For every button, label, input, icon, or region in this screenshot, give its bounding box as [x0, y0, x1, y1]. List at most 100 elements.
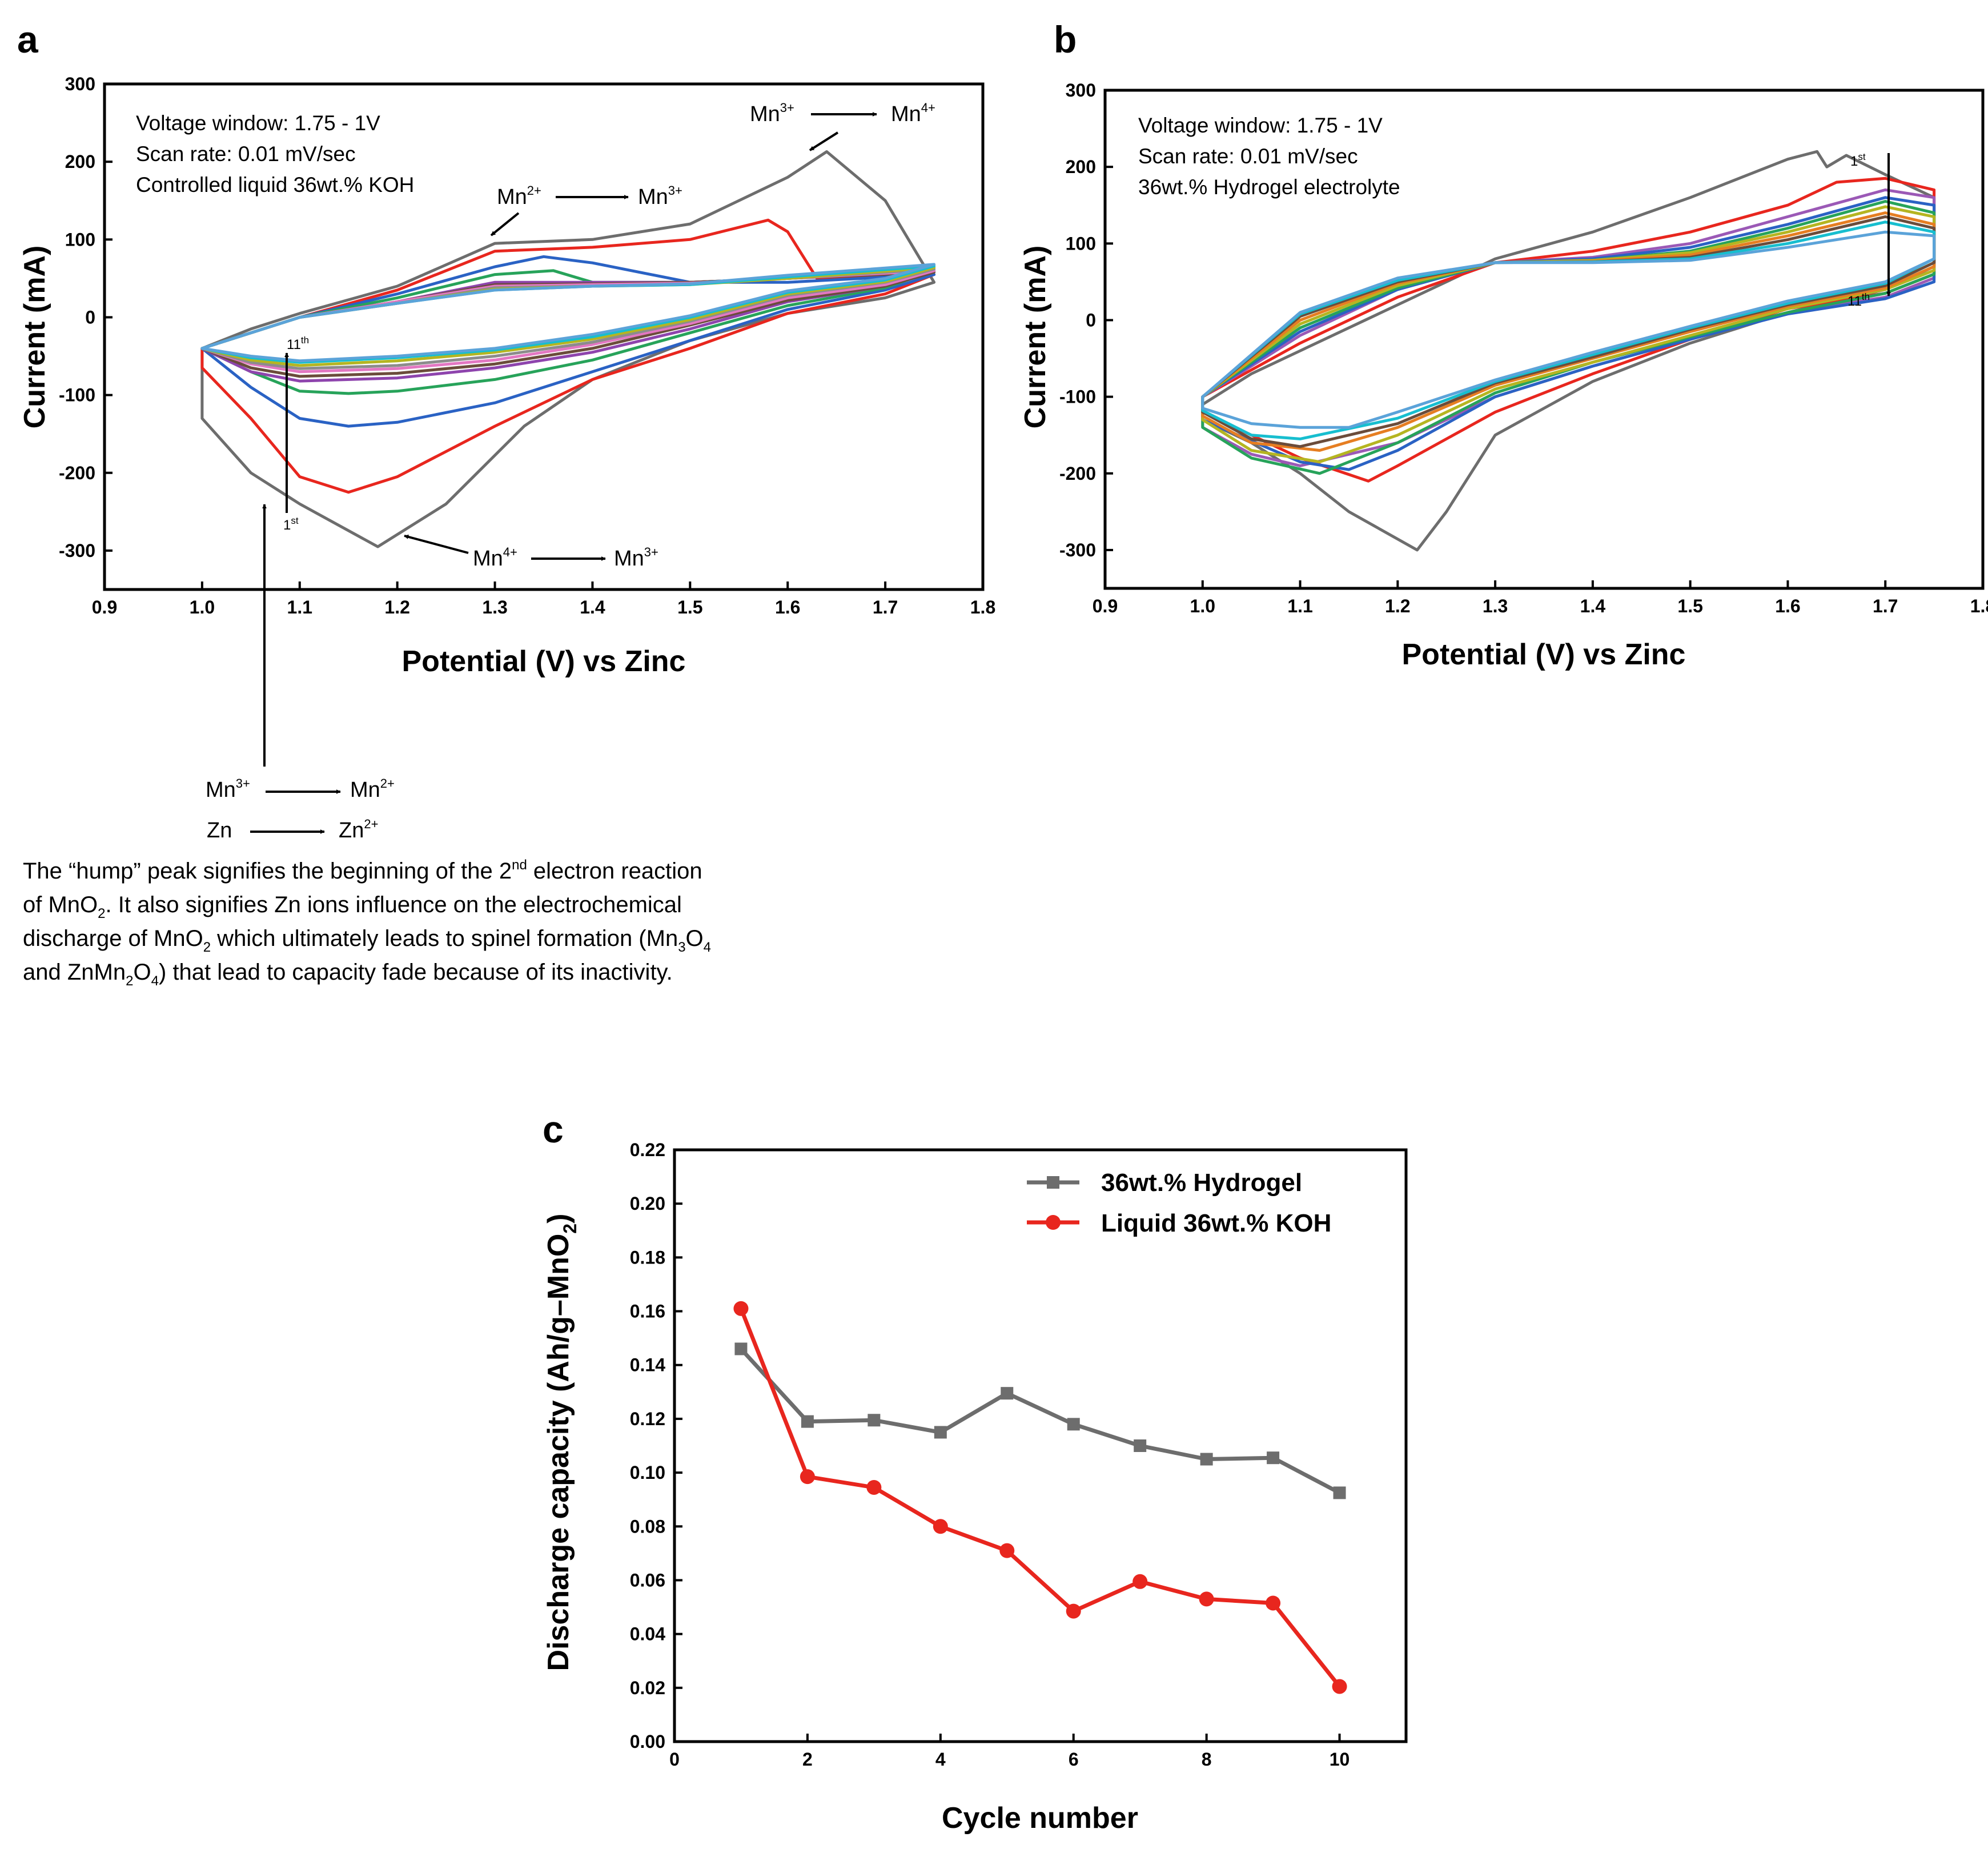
caption-text: discharge of MnO [23, 926, 203, 951]
svg-text:1st: 1st [1850, 151, 1866, 169]
ylabel-sub: 2 [560, 1224, 580, 1234]
y-tick-label: -200 [59, 463, 95, 483]
panel-a-series [200, 150, 936, 548]
ann-to: Mn [891, 102, 921, 126]
y-tick-label: -100 [59, 385, 95, 406]
x-tick-label: 1.6 [1775, 596, 1800, 616]
panel-c-xlabel: Cycle number [942, 1802, 1138, 1835]
series-line-cycle-6 [1201, 205, 1936, 464]
panel-c-ticks: 0 2 4 6 8 10 0.22 0.20 0.18 0.16 0.14 0.12 0.10 0.08 0… [630, 1140, 1350, 1770]
panel-b-label: b [1054, 18, 1077, 61]
eleventh-sup: th [1862, 291, 1870, 302]
svg-text:The “hump” peak signifies the: The “hump” peak signifies the beginning … [23, 857, 702, 884]
x-tick-label: 1.5 [677, 597, 702, 617]
y-tick-label: -300 [59, 540, 95, 561]
data-point-square [1134, 1439, 1147, 1452]
eleventh-num: 11 [287, 337, 301, 352]
x-tick-label: 1.3 [1483, 596, 1508, 616]
series-line-cycle-7 [200, 269, 936, 374]
x-tick-label: 1.7 [873, 597, 898, 617]
annotation-mn3-to-mn4: Mn3+ Mn4+ [750, 101, 935, 151]
pointer-arrow [809, 131, 839, 151]
ann-to: Zn [339, 819, 364, 843]
svg-text:Zn2+: Zn2+ [339, 817, 378, 843]
panel-a-note-electrolyte: Controlled liquid 36wt.% KOH [136, 173, 414, 196]
svg-text:Mn3+: Mn3+ [614, 545, 658, 571]
ann-from: Mn [497, 185, 527, 209]
data-point-square [1001, 1387, 1014, 1400]
y-tick-label: 100 [1066, 233, 1096, 254]
legend-label-hydrogel: 36wt.% Hydrogel [1101, 1169, 1302, 1197]
y-tick-label: 0.20 [630, 1193, 665, 1214]
y-tick-label: 0.02 [630, 1678, 665, 1698]
eleventh-num: 11 [1848, 294, 1862, 309]
data-point-circle [866, 1479, 882, 1495]
hump-caption: The “hump” peak signifies the beginning … [23, 857, 711, 989]
data-point-square [734, 1342, 748, 1355]
svg-text:11th: 11th [287, 335, 309, 352]
panel-c-series [733, 1301, 1347, 1694]
y-tick-label: 0.10 [630, 1462, 665, 1483]
x-tick-label: 1.1 [287, 597, 312, 617]
panel-a-xlabel: Potential (V) vs Zinc [402, 645, 686, 678]
svg-text:Mn3+: Mn3+ [638, 183, 682, 209]
x-tick-label: 6 [1069, 1749, 1079, 1770]
annotation-cycle-direction-b: 1st 11th [1848, 151, 1891, 309]
x-tick-label: 1.4 [1580, 596, 1606, 616]
data-point-circle [800, 1469, 815, 1485]
panel-c-label: c [543, 1108, 564, 1150]
svg-text:Zn: Zn [207, 819, 232, 843]
ann-to-sup: 3+ [644, 545, 658, 559]
x-tick-label: 1.5 [1677, 596, 1702, 616]
x-tick-label: 1.1 [1287, 596, 1312, 616]
y-tick-label: 0.18 [630, 1247, 665, 1268]
y-tick-label: 100 [65, 229, 95, 250]
ann-to: Mn [638, 185, 668, 209]
data-point-circle [1266, 1595, 1281, 1611]
x-tick-label: 8 [1202, 1749, 1212, 1770]
series-line-36wt-hydrogel [739, 1347, 1342, 1495]
data-point-square [1333, 1486, 1346, 1499]
svg-text:and ZnMn2O4) that lead to capa: and ZnMn2O4) that lead to capacity fade … [23, 960, 673, 989]
svg-text:Mn4+: Mn4+ [473, 545, 517, 571]
legend-marker-koh [1046, 1215, 1061, 1230]
ann-to-sup: 2+ [380, 776, 395, 791]
panel-b: b 0.91.01.11.21.31.41.51.61.71.830020010… [1019, 18, 1988, 671]
panel-c-ylabel: Discharge capacity (Ah/g–MnO2) [542, 1214, 580, 1671]
panel-b-ylabel: Current (mA) [1019, 246, 1052, 429]
pointer-arrow [404, 534, 469, 554]
panel-a-label: a [17, 18, 39, 61]
y-tick-label: -200 [1059, 463, 1096, 484]
data-point-circle [733, 1301, 749, 1316]
svg-text:Mn3+: Mn3+ [750, 101, 794, 126]
ann-from-sup: 4+ [503, 545, 517, 559]
ann-to-sup: 2+ [364, 817, 378, 831]
x-tick-label: 4 [935, 1749, 946, 1770]
ann-to-sup: 4+ [921, 101, 935, 115]
caption-text: . It also signifies Zn ions influence on… [106, 892, 682, 917]
svg-text:11th: 11th [1848, 291, 1870, 309]
panel-c: c 0 2 4 6 8 10 0.22 0.20 0.18 0.16 0.14 0.12 0.10 0.0… [542, 1108, 1408, 1835]
series-line-cycle-2 [200, 218, 936, 494]
panel-a-plot-frame [103, 82, 985, 591]
ann-from: Zn [207, 819, 232, 843]
caption-text: electron reaction [527, 859, 702, 884]
series-line-cycle-3 [200, 255, 936, 428]
x-tick-label: 1.7 [1873, 596, 1898, 616]
series-line-cycle-11 [200, 263, 936, 363]
panel-b-note-scan: Scan rate: 0.01 mV/sec [1138, 145, 1358, 168]
x-tick-label: 1.8 [970, 597, 995, 617]
y-tick-label: 0.00 [630, 1731, 665, 1752]
y-tick-label: 300 [1066, 80, 1096, 101]
caption-text: The “hump” peak signifies the beginning … [23, 859, 512, 884]
y-tick-label: 200 [65, 151, 95, 172]
data-point-circle [999, 1543, 1015, 1558]
pointer-arrow [490, 212, 520, 236]
eleventh-sup: th [301, 335, 309, 346]
data-point-square [934, 1426, 947, 1439]
panel-b-note-electrolyte: 36wt.% Hydrogel electrolyte [1138, 175, 1400, 199]
y-tick-label: 0.08 [630, 1516, 665, 1537]
ann-from: Mn [750, 102, 780, 126]
svg-text:Mn4+: Mn4+ [891, 101, 935, 126]
panel-a-ylabel: Current (mA) [18, 246, 51, 429]
